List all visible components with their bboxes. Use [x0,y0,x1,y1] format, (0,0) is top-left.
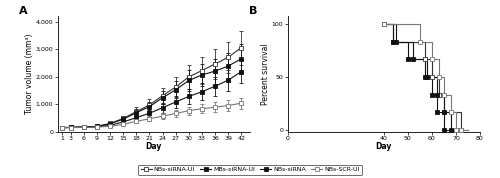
Y-axis label: Percent survival: Percent survival [262,43,270,105]
Text: B: B [249,6,258,16]
Legend: NBs-siRNA-UI, MBs-siRNA-UI, NBs-siRNA, NBs-SCR-UI: NBs-siRNA-UI, MBs-siRNA-UI, NBs-siRNA, N… [138,164,362,175]
X-axis label: Day: Day [146,142,162,151]
Text: A: A [19,6,28,16]
Y-axis label: Tumor volume (mm³): Tumor volume (mm³) [26,34,35,114]
X-axis label: Day: Day [376,142,392,151]
